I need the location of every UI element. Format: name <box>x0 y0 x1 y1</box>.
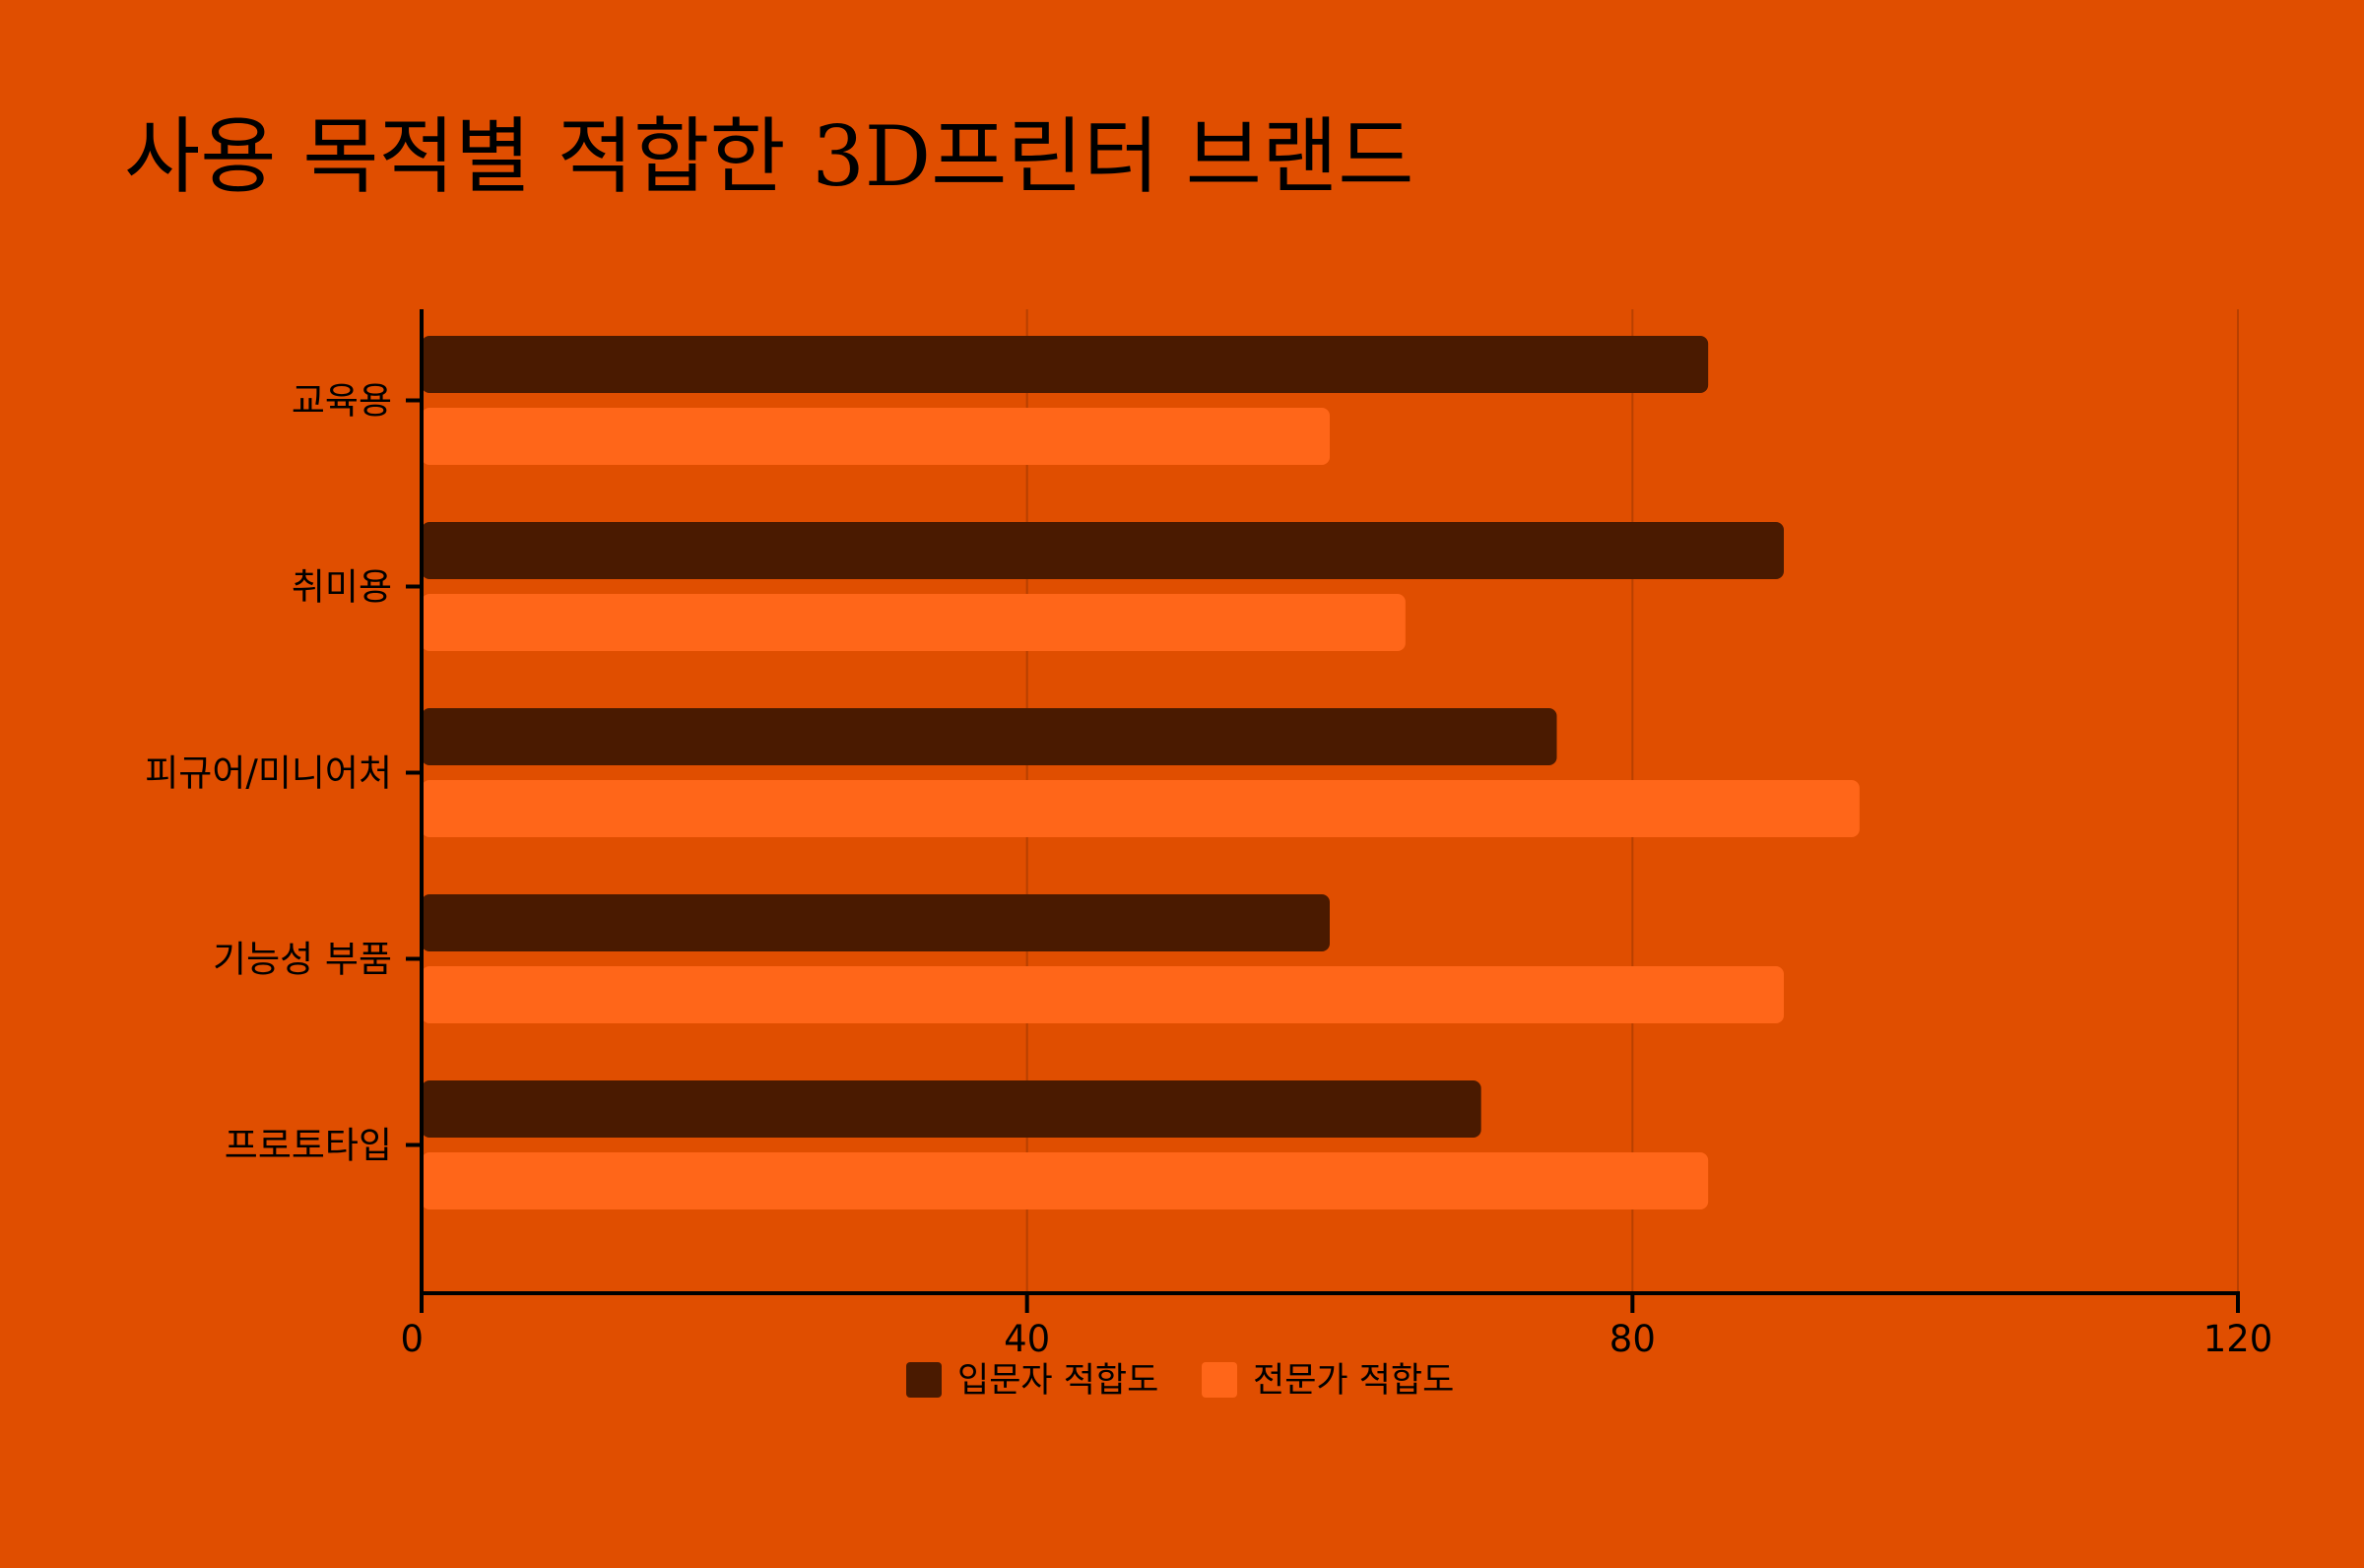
bar <box>422 594 1406 651</box>
category-label: 피규어/미니어처 <box>145 752 392 795</box>
x-tick-label: 120 <box>2203 1318 2273 1360</box>
x-tick-label: 80 <box>1609 1318 1656 1360</box>
bar <box>422 522 1784 579</box>
bar <box>422 894 1330 951</box>
bar <box>422 708 1557 765</box>
bar <box>422 1080 1481 1138</box>
bar <box>422 408 1330 465</box>
bar <box>422 336 1709 393</box>
bar <box>422 1152 1709 1209</box>
bar <box>422 780 1860 837</box>
bar <box>422 966 1784 1023</box>
x-tick-label: 0 <box>400 1318 424 1360</box>
category-label: 기능성 부품 <box>213 939 392 981</box>
axes <box>406 309 2240 1313</box>
legend-label: 입문자 적합도 <box>957 1361 1158 1401</box>
legend-swatch <box>906 1362 942 1398</box>
tick-labels: 0 40 80 120 <box>400 1318 2272 1360</box>
bars <box>422 336 1860 1209</box>
legend-label: 전문가 적합도 <box>1253 1361 1454 1401</box>
x-tick-label: 40 <box>1004 1318 1050 1360</box>
category-label: 프로토타입 <box>225 1125 392 1167</box>
legend: 입문자 적합도 전문가 적합도 <box>906 1361 1454 1401</box>
chart-title: 사용 목적별 적합한 3D프린터 브랜드 <box>124 108 1414 205</box>
category-label: 교육용 <box>292 380 392 423</box>
legend-swatch <box>1202 1362 1237 1398</box>
category-label: 취미용 <box>292 566 392 609</box>
